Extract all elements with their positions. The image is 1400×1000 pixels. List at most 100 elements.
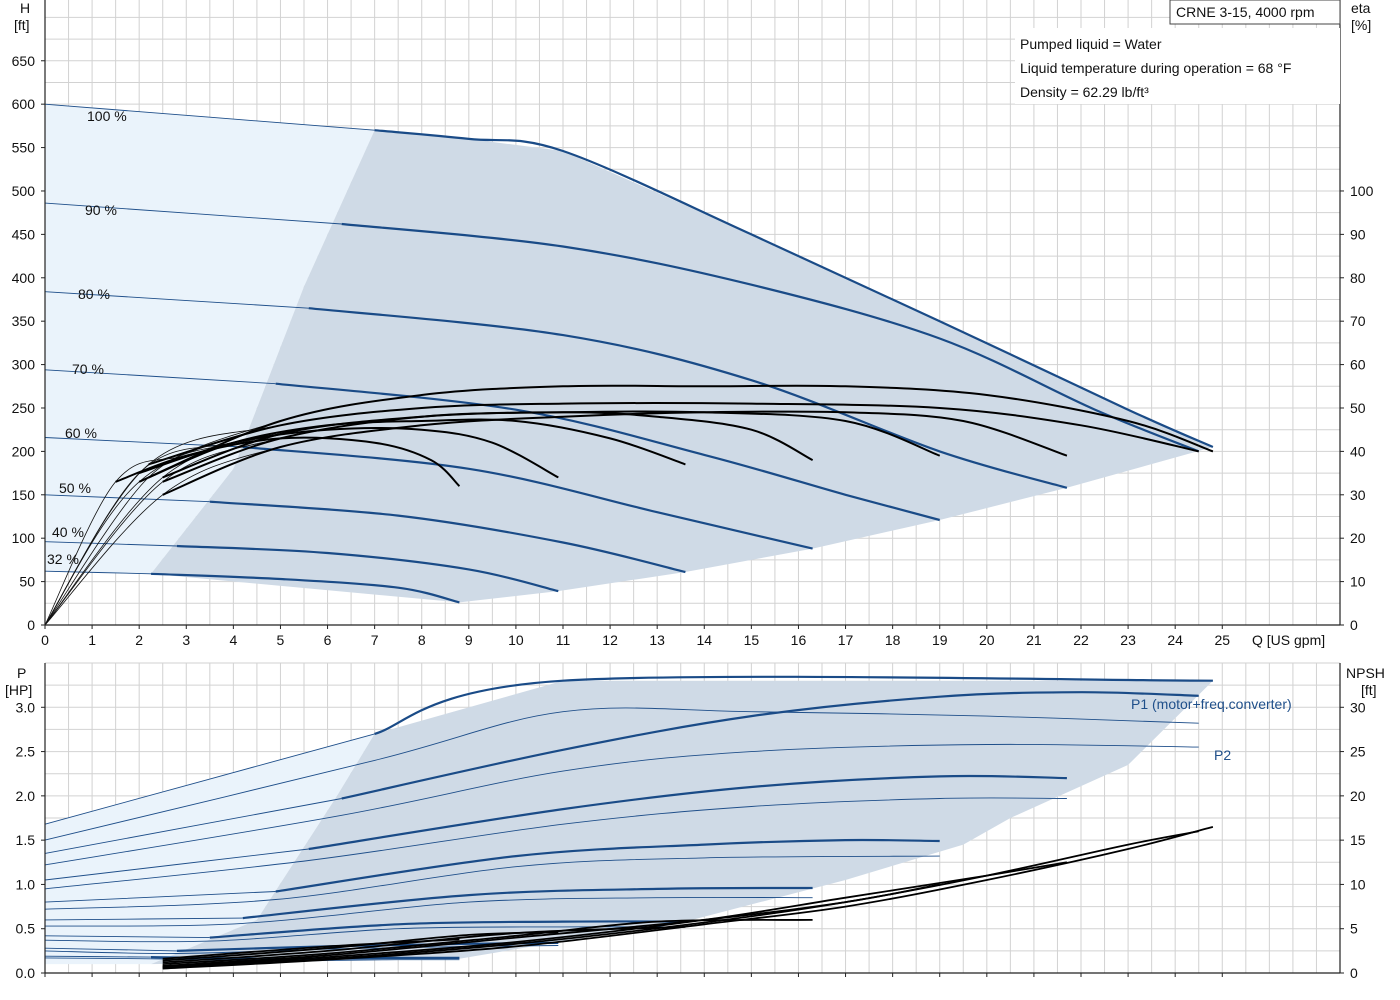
head-curve-thin-segment xyxy=(44,541,177,547)
x-tick-label: 14 xyxy=(696,632,712,648)
y-left-tick-label: 650 xyxy=(12,53,36,69)
speed-label-100: 100 % xyxy=(87,108,127,124)
power-tick-label: 2.0 xyxy=(16,788,36,804)
p2-series-label: P2 xyxy=(1214,747,1231,763)
x-tick-label: 13 xyxy=(649,632,665,648)
y-left-tick-label: 450 xyxy=(12,226,36,242)
y-right-tick-label: 60 xyxy=(1350,357,1366,373)
npsh-curve xyxy=(162,938,460,960)
y-right-tick-label: 10 xyxy=(1350,574,1366,590)
x-tick-label: 18 xyxy=(885,632,901,648)
y-right-title-symbol: eta xyxy=(1351,0,1371,16)
top-panel-curves xyxy=(44,103,1214,626)
x-tick-label: 24 xyxy=(1167,632,1183,648)
y-right-tick-label: 20 xyxy=(1350,530,1366,546)
head-curve-thin-segment xyxy=(44,570,152,575)
head-curve xyxy=(275,382,940,522)
y-left-tick-label: 50 xyxy=(19,574,35,590)
x-tick-label: 15 xyxy=(744,632,760,648)
x-tick-label: 6 xyxy=(324,632,332,648)
p1-curve-thin-segment xyxy=(44,848,309,881)
npsh-curve xyxy=(162,830,1199,969)
y-right-tick-label: 0 xyxy=(1350,617,1358,633)
x-tick-label: 4 xyxy=(229,632,237,648)
p1-curve-thin-segment xyxy=(44,935,210,939)
y-left-title-unit: [ft] xyxy=(14,17,30,33)
p1-curve-thin-segment xyxy=(44,733,375,825)
head-curve-thin-segment xyxy=(44,494,210,503)
info-density: Density = 62.29 lb/ft³ xyxy=(1020,84,1149,100)
x-tick-label: 12 xyxy=(602,632,618,648)
p2-curve xyxy=(44,707,1199,841)
head-curve-thin-segment xyxy=(44,103,375,131)
bottom-panel-axes: 0.0 0.5 1.0 1.5 2.0 2.5 3.0 0 5 10 15 20 25 30 xyxy=(16,663,1366,981)
x-tick-label: 10 xyxy=(508,632,524,648)
top-panel-axes: 0 1 2 3 4 5 6 7 8 9 10 11 12 13 14 15 16 17 18 19 20 21 22 23 24… xyxy=(12,0,1374,648)
head-curve xyxy=(242,445,813,550)
p1-curve xyxy=(209,920,686,939)
npsh-tick-label: 25 xyxy=(1350,744,1366,760)
x-axis-title: Q [US gpm] xyxy=(1252,632,1325,648)
info-box xyxy=(1015,28,1340,104)
power-tick-label: 0.0 xyxy=(16,965,36,981)
y-right-tick-label: 100 xyxy=(1350,183,1374,199)
y-right-tick-label: 80 xyxy=(1350,270,1366,286)
y-left-tick-label: 300 xyxy=(12,357,36,373)
y-left-tick-label: 0 xyxy=(27,617,35,633)
efficiency-curve xyxy=(138,427,559,479)
p1-curve xyxy=(341,691,1199,800)
x-tick-label: 5 xyxy=(277,632,285,648)
p1-curve xyxy=(275,838,940,893)
p2-curve xyxy=(44,855,940,910)
npsh-tick-label: 30 xyxy=(1350,699,1366,715)
head-curve xyxy=(150,572,460,604)
x-tick-label: 16 xyxy=(791,632,807,648)
p1-curve xyxy=(242,886,813,920)
y-right-tick-label: 70 xyxy=(1350,313,1366,329)
speed-label-80: 80 % xyxy=(78,286,110,302)
x-tick-label: 17 xyxy=(838,632,854,648)
head-curve xyxy=(176,544,559,593)
y-left-tick-label: 200 xyxy=(12,443,36,459)
y-left-tick-label: 150 xyxy=(12,487,36,503)
x-tick-label: 8 xyxy=(418,632,426,648)
npsh-tick-label: 0 xyxy=(1350,965,1358,981)
y-left-tick-label: 250 xyxy=(12,400,36,416)
y-left-title-symbol: H xyxy=(20,0,30,16)
p1-curve-thin-segment xyxy=(44,798,342,854)
x-tick-label: 0 xyxy=(41,632,49,648)
speed-label-32: 32 % xyxy=(47,551,79,567)
npsh-tick-label: 10 xyxy=(1350,876,1366,892)
head-curve-thin-segment xyxy=(44,291,309,309)
head-curve xyxy=(341,222,1200,453)
x-tick-label: 23 xyxy=(1120,632,1136,648)
head-curve xyxy=(209,500,686,574)
head-curve xyxy=(374,129,1214,449)
p1-curve xyxy=(308,774,1067,851)
npsh-tick-label: 20 xyxy=(1350,788,1366,804)
info-liquid: Pumped liquid = Water xyxy=(1020,36,1162,52)
power-main-area xyxy=(151,680,1213,965)
speed-label-70: 70 % xyxy=(72,361,104,377)
main-operating-area xyxy=(151,130,1213,603)
p1-curve-thin-segment xyxy=(44,917,243,921)
y-right-tick-label: 40 xyxy=(1350,443,1366,459)
info-temperature: Liquid temperature during operation = 68… xyxy=(1020,60,1291,76)
x-tick-label: 20 xyxy=(979,632,995,648)
efficiency-curve xyxy=(138,384,1214,483)
power-tick-label: 2.5 xyxy=(16,744,36,760)
y-right-tick-label: 90 xyxy=(1350,226,1366,242)
p1-curve-thin-segment xyxy=(44,947,177,952)
x-tick-label: 7 xyxy=(371,632,379,648)
p2-curve xyxy=(44,797,1067,890)
speed-label-60: 60 % xyxy=(65,425,97,441)
bottom-panel-curves xyxy=(44,675,1214,970)
y-left-tick-label: 550 xyxy=(12,140,36,156)
power-tick-label: 0.5 xyxy=(16,921,36,937)
npsh-tick-label: 5 xyxy=(1350,921,1358,937)
x-tick-label: 1 xyxy=(88,632,96,648)
head-curve xyxy=(308,307,1068,489)
p2-curve xyxy=(44,896,813,927)
power-tick-label: 1.5 xyxy=(16,832,36,848)
chart-title: CRNE 3-15, 4000 rpm xyxy=(1176,4,1315,20)
